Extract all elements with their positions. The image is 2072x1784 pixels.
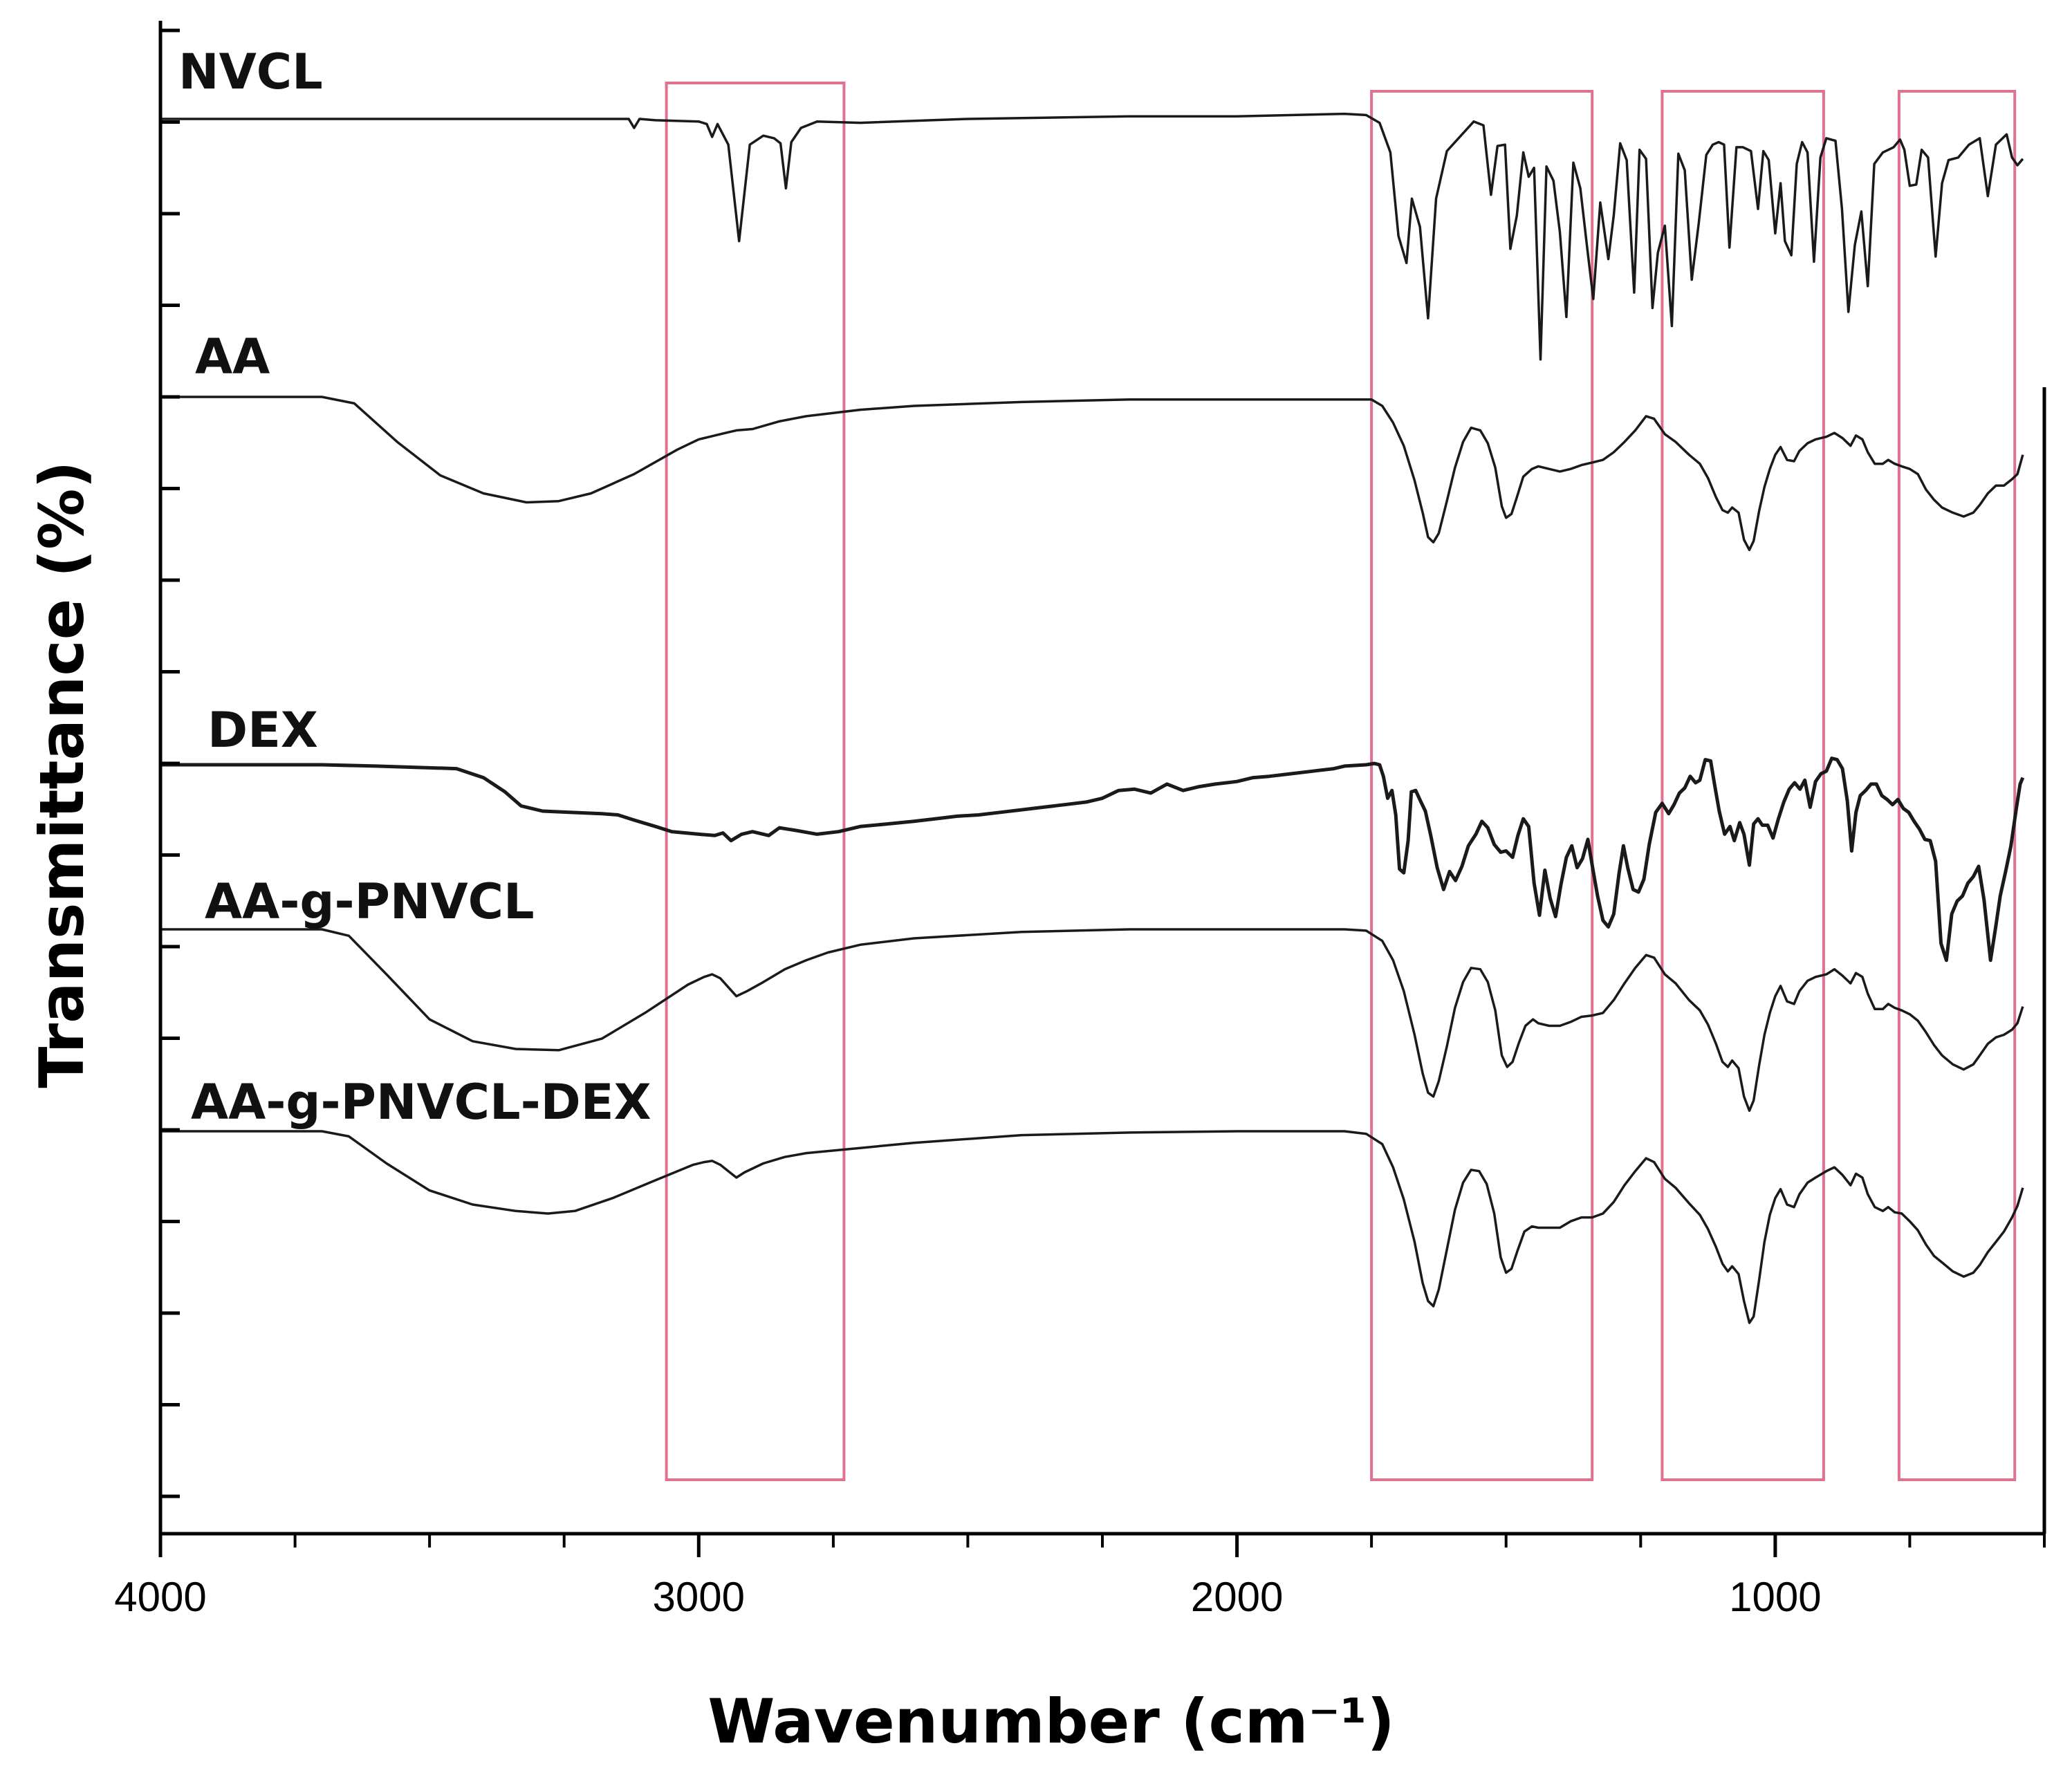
highlight-band-1 <box>665 82 846 1481</box>
series-line-aa <box>160 396 2024 552</box>
axes <box>158 21 2046 1536</box>
series-label-aa-g-pnvcl-dex: AA-g-PNVCL-DEX <box>191 1074 651 1131</box>
y-axis-title: Transmittance (%) <box>26 461 98 1088</box>
series-line-aa-g-pnvcl <box>160 928 2024 1113</box>
x-tick-label: 4000 <box>114 1574 206 1620</box>
x-tick-label: 2000 <box>1191 1574 1283 1620</box>
highlight-band-4 <box>1897 90 2017 1481</box>
highlight-band-3 <box>1661 90 1825 1481</box>
highlight-band-2 <box>1370 90 1594 1481</box>
series-line-dex <box>160 756 2025 963</box>
series-line-nvcl <box>160 112 2024 361</box>
series-label-nvcl: NVCL <box>178 44 323 100</box>
highlight-bands <box>665 82 2017 1481</box>
series-label-dex: DEX <box>207 702 318 759</box>
x-axis-title: Wavenumber (cm⁻¹) <box>707 1686 1394 1757</box>
series-label-aa-g-pnvcl: AA-g-PNVCL <box>205 873 535 930</box>
x-tick-label: 3000 <box>653 1574 745 1620</box>
series-label-aa: AA <box>195 328 270 385</box>
spectra-series <box>160 112 2025 1324</box>
ticks: 4000 3000 2000 1000 <box>114 28 2046 1620</box>
series-labels: NVCL AA DEX AA-g-PNVCL AA-g-PNVCL-DEX <box>178 44 651 1131</box>
series-line-aa-g-pnvcl-dex <box>160 1130 2024 1324</box>
x-tick-label: 1000 <box>1729 1574 1821 1620</box>
